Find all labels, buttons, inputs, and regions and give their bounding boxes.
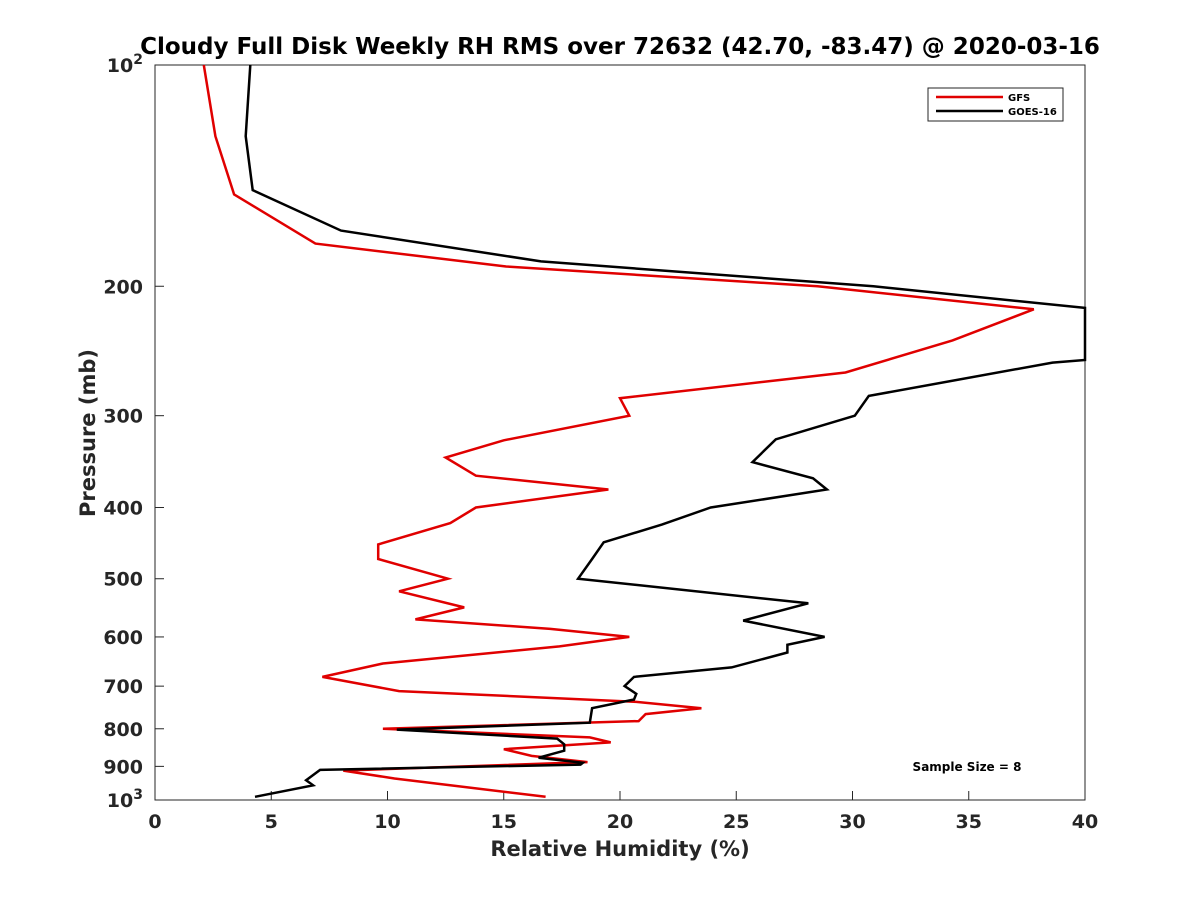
x-axis-label: Relative Humidity (%): [490, 837, 749, 861]
y-tick-label: 700: [103, 676, 143, 698]
y-tick-label: 600: [103, 627, 143, 649]
x-tick-label: 30: [839, 811, 865, 833]
series-layer: [202, 64, 1087, 799]
y-axis-label: Pressure (mb): [76, 349, 100, 517]
x-axis: 0 5 10 15 20 25 30 35 40: [148, 791, 1098, 833]
legend-label-gfs: GFS: [1008, 93, 1030, 104]
y-tick-label: 500: [103, 569, 143, 591]
series-line-goes16: [244, 64, 1087, 799]
x-tick-label: 0: [148, 811, 161, 833]
x-tick-label: 5: [265, 811, 278, 833]
legend: GFS GOES-16: [927, 87, 1064, 122]
x-tick-label: 15: [491, 811, 517, 833]
y-tick-label: 200: [103, 276, 143, 298]
x-tick-label: 25: [723, 811, 749, 833]
y-tick-label: 102: [107, 52, 143, 77]
y-tick-label: 800: [103, 719, 143, 741]
legend-box: [927, 87, 1064, 122]
series-line-gfs: [202, 64, 1035, 799]
y-axis: 200 300 400 500 600 700 800 900 102 103: [103, 52, 164, 812]
x-tick-label: 40: [1072, 811, 1098, 833]
sample-size-annotation: Sample Size = 8: [913, 760, 1022, 774]
y-tick-label: 900: [103, 756, 143, 778]
y-tick-label: 103: [107, 787, 143, 812]
plot-area-frame: [154, 64, 1086, 801]
x-tick-label: 35: [956, 811, 982, 833]
y-tick-label: 400: [103, 498, 143, 520]
legend-label-goes16: GOES-16: [1008, 107, 1057, 118]
x-tick-label: 20: [607, 811, 633, 833]
y-tick-label: 300: [103, 406, 143, 428]
x-tick-label: 10: [374, 811, 400, 833]
chart-title: Cloudy Full Disk Weekly RH RMS over 7263…: [140, 34, 1100, 60]
